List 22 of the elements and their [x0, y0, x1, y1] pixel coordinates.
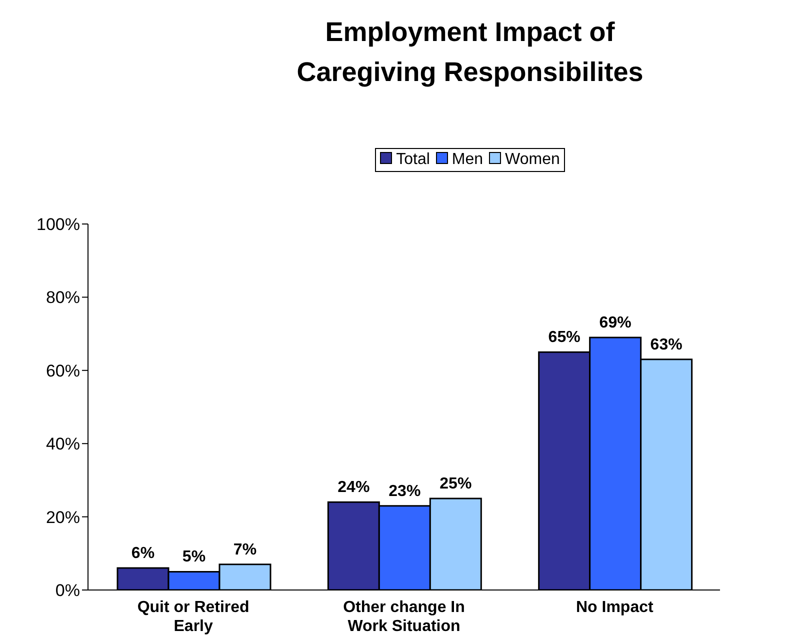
legend-label: Men — [450, 151, 484, 168]
y-tick-label: 80% — [46, 288, 80, 308]
data-label: 25% — [440, 476, 472, 492]
y-tick-label: 0% — [55, 581, 80, 600]
y-tick-label: 100% — [36, 215, 80, 234]
x-tick-label: No Impact — [576, 599, 654, 616]
data-label: 65% — [548, 329, 580, 346]
data-label: 63% — [650, 336, 682, 354]
data-label: 7% — [233, 541, 257, 558]
data-label: 6% — [131, 545, 155, 562]
chart-title: Employment Impact of Caregiving Responsibilites — [296, 16, 644, 89]
y-tick-label: 20% — [46, 508, 80, 527]
data-label: 23% — [388, 482, 421, 500]
x-tick-label: Other change In Work Situation — [343, 599, 465, 635]
data-label: 5% — [182, 548, 206, 566]
y-tick-label: 60% — [46, 361, 80, 380]
data-label: 69% — [599, 314, 632, 332]
legend-label: Total — [395, 151, 430, 168]
y-tick-label: 40% — [46, 434, 80, 454]
x-tick-label: Quit or Retired Early — [137, 599, 250, 635]
legend-label: Women — [504, 151, 560, 168]
data-label: 24% — [338, 479, 370, 496]
